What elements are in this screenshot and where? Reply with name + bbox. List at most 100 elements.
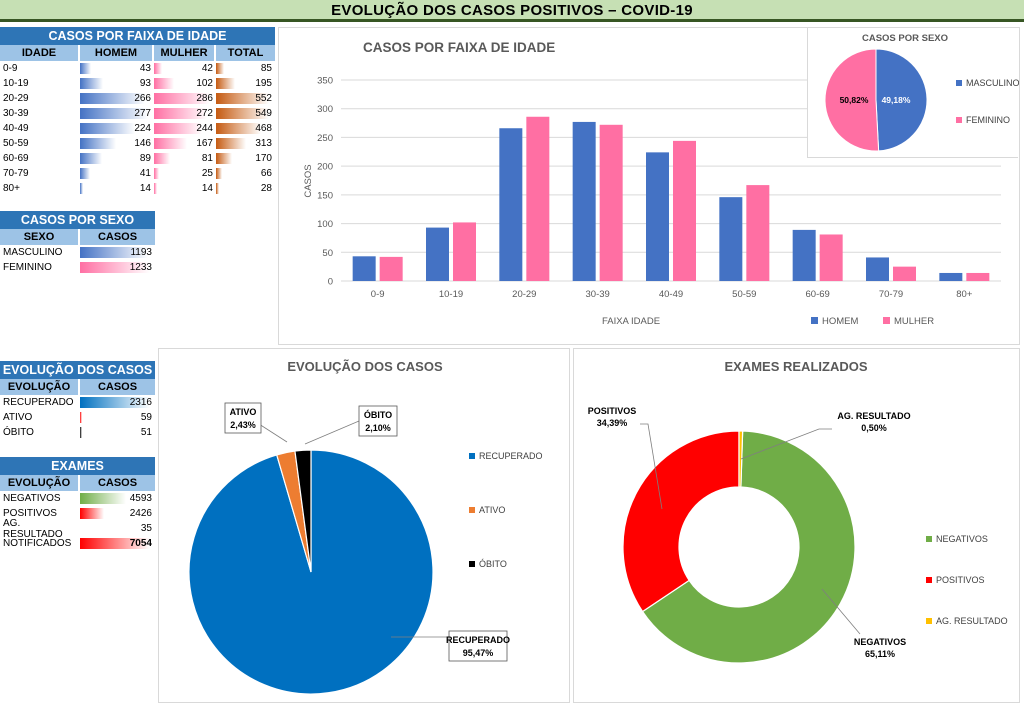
evolution-table-title: EVOLUÇÃO DOS CASOS — [0, 361, 155, 379]
homem-cell: 224 — [80, 122, 154, 135]
legend-label: MASCULINO — [966, 78, 1019, 88]
ag-resultado-slice — [738, 430, 744, 488]
total-data-bar — [216, 93, 269, 104]
y-tick-label: 300 — [317, 104, 333, 115]
age-label: 60-69 — [3, 153, 29, 164]
sex-table-body: MASCULINO 1193 FEMININO 1233 — [0, 245, 155, 275]
homem-data-bar — [80, 168, 91, 179]
homem-value: 43 — [139, 63, 151, 74]
legend-label: ATIVO — [479, 505, 505, 515]
evolution-pie-chart: EVOLUÇÃO DOS CASOS RECUPERADO 95,47% ATIVO 2… — [188, 359, 543, 695]
x-tick-label: 30-39 — [586, 289, 610, 300]
leader-line — [258, 423, 288, 443]
leader-line — [640, 423, 663, 510]
data-bar — [80, 397, 150, 408]
homem-bar — [939, 272, 963, 281]
mulher-value: 167 — [196, 138, 213, 149]
legend-swatch — [926, 536, 932, 542]
homem-bar — [719, 197, 743, 281]
mulher-bar — [453, 222, 476, 281]
total-cell: 28 — [216, 182, 275, 195]
table-row: 20-29 266 286 552 — [0, 91, 275, 106]
sex-table-title: CASOS POR SEXO — [0, 211, 155, 229]
exams-donut-panel: EXAMES REALIZADOS POSITIVOS 34,39% AG. RESU… — [573, 348, 1020, 703]
data-bar — [80, 427, 82, 438]
recuperado-label-value: 95,47% — [463, 648, 494, 658]
mulher-cell: 272 — [154, 107, 216, 120]
page-title: EVOLUÇÃO DOS CASOS POSITIVOS – COVID-19 — [331, 2, 693, 19]
table-row: FEMININO 1233 — [0, 260, 155, 275]
page-header: EVOLUÇÃO DOS CASOS POSITIVOS – COVID-19 — [0, 0, 1024, 22]
homem-bar — [646, 152, 669, 281]
y-tick-label: 250 — [317, 133, 333, 144]
row-value: 1233 — [129, 262, 152, 273]
y-tick-label: 350 — [317, 76, 333, 87]
total-value: 552 — [255, 93, 272, 104]
row-label: POSITIVOS — [3, 508, 57, 519]
homem-bar — [792, 229, 816, 281]
value-cell: 59 — [80, 411, 155, 424]
legend-label: FEMININO — [966, 115, 1010, 125]
age-label: 40-49 — [3, 123, 29, 134]
x-tick-label: 10-19 — [439, 289, 463, 300]
row-value: 7054 — [129, 538, 152, 549]
homem-value: 89 — [139, 153, 151, 164]
y-tick-label: 0 — [328, 277, 333, 288]
total-value: 85 — [260, 63, 272, 74]
age-table-title: CASOS POR FAIXA DE IDADE — [0, 27, 275, 45]
table-row: NOTIFICADOS 7054 — [0, 536, 155, 551]
value-cell: 7054 — [80, 537, 155, 550]
homem-data-bar — [80, 153, 102, 164]
table-row: ATIVO 59 — [0, 410, 155, 425]
age-table-body: 0-9 43 42 85 10-19 93 102 195 20-29 266 286 552 30-3… — [0, 61, 275, 196]
mulher-data-bar — [154, 138, 187, 149]
legend-swatch — [469, 561, 475, 567]
mulher-value: 42 — [201, 63, 213, 74]
legend-label: AG. RESULTADO — [936, 616, 1008, 626]
mulher-data-bar — [154, 168, 159, 179]
total-cell: 549 — [216, 107, 275, 120]
ativo-label-name: ATIVO — [230, 407, 257, 417]
row-value: 1193 — [130, 247, 152, 258]
total-value: 549 — [255, 108, 272, 119]
feminino-slice — [824, 48, 880, 152]
mulher-bar — [893, 266, 916, 281]
homem-data-bar — [80, 93, 146, 104]
homem-cell: 14 — [80, 182, 154, 195]
row-value: 51 — [140, 427, 152, 438]
legend-label: HOMEM — [822, 316, 859, 327]
positivos-label-name: POSITIVOS — [588, 406, 637, 416]
table-row: 60-69 89 81 170 — [0, 151, 275, 166]
evolution-table-header: EVOLUÇÃO CASOS — [0, 379, 155, 395]
age-label: 0-9 — [3, 63, 18, 74]
total-cell: 552 — [216, 92, 275, 105]
exams-table-title: EXAMES — [0, 457, 155, 475]
legend-swatch — [956, 117, 962, 123]
data-bar — [80, 538, 150, 549]
total-value: 195 — [255, 78, 272, 89]
age-label: 10-19 — [3, 78, 29, 89]
total-cell: 313 — [216, 137, 275, 150]
col-evolucao: EVOLUÇÃO — [0, 379, 80, 395]
mulher-data-bar — [154, 63, 163, 74]
legend-swatch — [811, 317, 818, 324]
data-label-box — [224, 402, 262, 434]
row-value: 2426 — [129, 508, 152, 519]
homem-cell: 43 — [80, 62, 154, 75]
exams-table-body: NEGATIVOS 4593 POSITIVOS 2426 AG. RESULTADO 3… — [0, 491, 155, 551]
mulher-value: 272 — [196, 108, 213, 119]
y-axis-label: CASOS — [303, 164, 314, 197]
mulher-bar — [819, 234, 843, 281]
evolution-table-body: RECUPERADO 2316 ATIVO 59 ÓBITO 51 — [0, 395, 155, 440]
mulher-data-bar — [154, 78, 174, 89]
mulher-cell: 102 — [154, 77, 216, 90]
row-label: NEGATIVOS — [3, 493, 61, 504]
evolution-table: EVOLUÇÃO DOS CASOS EVOLUÇÃO CASOS RECUPE… — [0, 361, 155, 440]
total-value: 66 — [260, 168, 272, 179]
total-data-bar — [216, 183, 219, 194]
sex-pie-chart: CASOS POR SEXO 49,18% 50,82% MASCULINO FEMIN… — [824, 33, 1020, 152]
total-cell: 195 — [216, 77, 275, 90]
col-mulher: MULHER — [154, 45, 216, 61]
leader-line — [821, 588, 861, 635]
feminino-pct: 50,82% — [840, 95, 869, 105]
